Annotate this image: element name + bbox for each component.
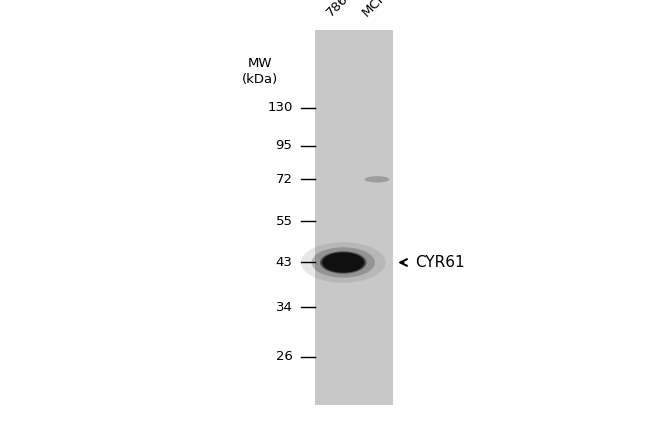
Text: 72: 72 [276,173,292,186]
Ellipse shape [311,247,375,278]
Bar [315,30,393,405]
Text: MW
(kDa): MW (kDa) [242,57,278,86]
Text: 786-O: 786-O [324,0,361,19]
Ellipse shape [365,176,389,182]
Text: 26: 26 [276,350,292,363]
Ellipse shape [301,242,385,283]
Text: 95: 95 [276,139,292,152]
Text: 55: 55 [276,215,292,227]
Text: 34: 34 [276,301,292,314]
Text: MCF-7: MCF-7 [360,0,398,19]
Ellipse shape [320,252,367,273]
Text: 130: 130 [267,101,292,114]
Text: CYR61: CYR61 [415,255,464,270]
Ellipse shape [322,252,365,273]
Text: 43: 43 [276,256,292,269]
